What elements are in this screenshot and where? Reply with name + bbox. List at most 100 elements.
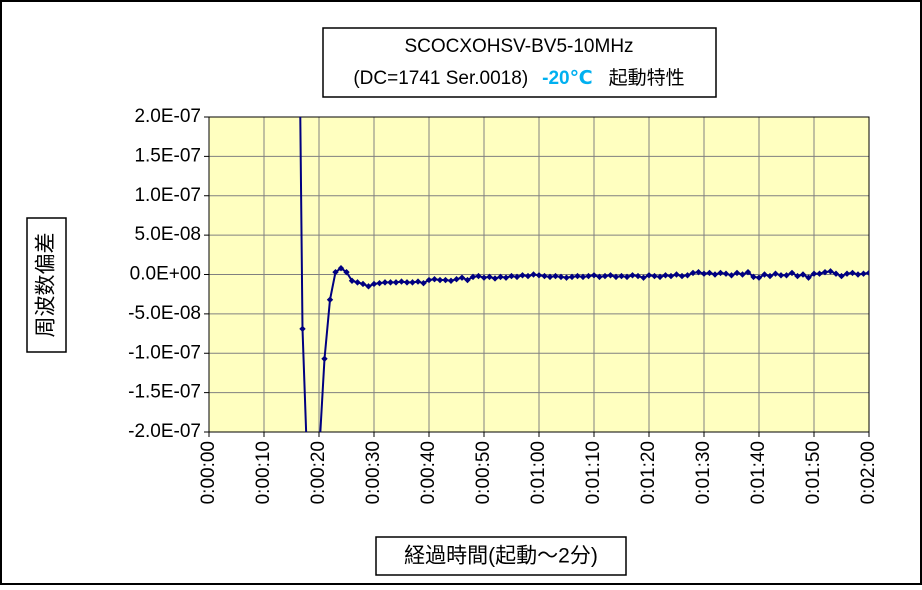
x-tick-label: 0:01:30 bbox=[693, 441, 714, 504]
data-point bbox=[865, 269, 869, 277]
data-point bbox=[568, 273, 576, 281]
y-tick-label: 0.0E+00 bbox=[130, 264, 201, 285]
data-point bbox=[524, 272, 532, 280]
x-tick-label: 0:00:40 bbox=[418, 441, 439, 504]
data-point bbox=[596, 273, 603, 281]
data-point bbox=[552, 272, 559, 280]
data-point bbox=[783, 272, 790, 279]
y-label-box bbox=[26, 217, 67, 353]
data-point bbox=[618, 272, 625, 280]
data-point bbox=[370, 280, 378, 288]
data-point bbox=[403, 279, 411, 286]
data-point bbox=[392, 279, 400, 286]
data-point bbox=[706, 269, 713, 277]
y-tick-label: 1.0E-07 bbox=[134, 185, 201, 206]
data-point bbox=[414, 278, 422, 285]
data-point bbox=[337, 265, 345, 272]
data-point bbox=[744, 268, 752, 276]
data-point bbox=[590, 272, 598, 279]
data-point bbox=[832, 270, 840, 277]
data-point bbox=[299, 325, 306, 333]
data-point bbox=[854, 271, 862, 278]
data-point bbox=[326, 296, 334, 303]
x-tick-label: 0:00:30 bbox=[363, 441, 384, 504]
data-point bbox=[689, 269, 697, 277]
y-axis-label: 周波数偏差 bbox=[35, 233, 58, 338]
y-tick-label: -5.0E-08 bbox=[128, 303, 201, 324]
data-point bbox=[387, 279, 394, 286]
data-point bbox=[607, 272, 614, 279]
data-point bbox=[788, 269, 796, 277]
data-point bbox=[420, 279, 427, 287]
title-box bbox=[322, 27, 717, 98]
subtitle-tail: 起動特性 bbox=[609, 67, 685, 89]
data-point bbox=[535, 272, 543, 279]
data-point bbox=[766, 272, 774, 280]
data-point bbox=[376, 279, 383, 287]
x-axis-label: 経過時間(起動～2分) bbox=[404, 545, 598, 568]
x-tick-label: 0:01:10 bbox=[583, 441, 604, 504]
data-point bbox=[458, 274, 466, 281]
data-point bbox=[431, 276, 438, 283]
data-point bbox=[761, 271, 768, 278]
x-label-box bbox=[375, 536, 627, 576]
data-point bbox=[563, 274, 570, 281]
data-point bbox=[497, 273, 504, 281]
data-point bbox=[717, 269, 724, 277]
data-point bbox=[684, 272, 691, 279]
data-point bbox=[843, 270, 851, 277]
data-point bbox=[442, 276, 449, 284]
x-tick-label: 0:01:50 bbox=[803, 441, 824, 504]
data-point bbox=[519, 272, 526, 279]
data-point bbox=[365, 283, 372, 290]
y-tick-label: 2.0E-07 bbox=[134, 106, 201, 127]
data-point bbox=[733, 269, 741, 277]
data-point bbox=[557, 273, 565, 281]
data-point bbox=[777, 272, 785, 279]
data-point bbox=[651, 272, 658, 280]
data-point bbox=[821, 268, 829, 276]
data-point bbox=[530, 271, 537, 278]
x-tick-label: 0:01:20 bbox=[638, 441, 659, 504]
data-point bbox=[574, 272, 581, 280]
data-point bbox=[700, 270, 708, 277]
x-tick-label: 0:02:00 bbox=[858, 441, 879, 504]
data-point bbox=[321, 355, 328, 362]
data-point bbox=[579, 273, 587, 281]
data-point bbox=[475, 272, 482, 280]
data-point bbox=[343, 268, 350, 276]
data-point bbox=[623, 273, 631, 281]
data-point bbox=[541, 272, 548, 280]
subtitle-temperature: -20℃ bbox=[542, 68, 592, 89]
data-point bbox=[860, 270, 867, 277]
data-point bbox=[398, 278, 405, 285]
data-point bbox=[502, 274, 510, 281]
data-point bbox=[794, 272, 801, 280]
data-point bbox=[849, 269, 856, 277]
data-point bbox=[612, 273, 620, 281]
x-tick-label: 0:00:00 bbox=[198, 441, 219, 504]
data-point bbox=[425, 276, 433, 284]
data-point bbox=[332, 268, 339, 276]
data-point bbox=[513, 273, 521, 281]
y-tick-label: -1.5E-07 bbox=[128, 382, 201, 403]
data-point bbox=[453, 276, 460, 283]
series bbox=[299, 117, 869, 432]
y-tick-label: 5.0E-08 bbox=[134, 224, 201, 245]
data-point bbox=[711, 271, 719, 278]
data-point bbox=[634, 272, 642, 280]
data-point bbox=[695, 268, 702, 276]
data-point bbox=[464, 276, 471, 284]
tick-labels: 2.0E-07 1.5E-07 1.0E-07 5.0E-08 0.0E+00 -5.0E… bbox=[128, 106, 879, 504]
data-point bbox=[662, 272, 669, 279]
data-point bbox=[546, 273, 554, 281]
data-point bbox=[645, 272, 653, 279]
data-point bbox=[667, 272, 675, 280]
data-point bbox=[799, 271, 807, 278]
data-point bbox=[678, 272, 686, 280]
data-point bbox=[656, 273, 664, 281]
data-point bbox=[601, 272, 609, 280]
data-point bbox=[772, 270, 779, 277]
data-point bbox=[508, 272, 515, 280]
